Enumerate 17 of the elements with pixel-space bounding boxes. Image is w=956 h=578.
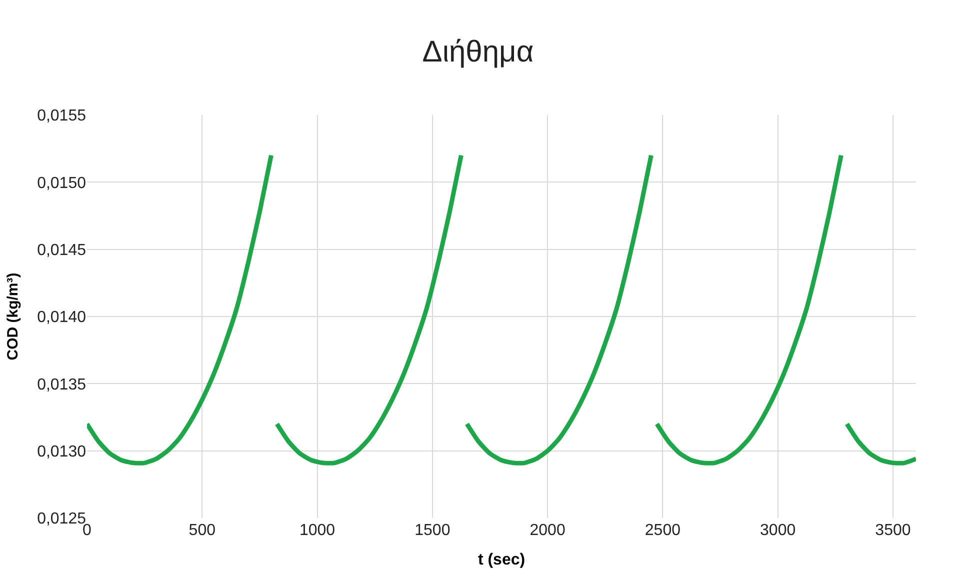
x-axis-title: t (sec) — [478, 552, 526, 569]
y-tick-label: 0,0155 — [37, 108, 86, 125]
x-tick-label: 2500 — [644, 522, 681, 539]
x-tick-label: 2000 — [530, 522, 566, 539]
y-axis-title: COD (kg/m³) — [4, 272, 22, 360]
x-tick-label: 3000 — [760, 522, 796, 539]
y-tick-label: 0,0140 — [37, 309, 86, 326]
x-tick-label: 3500 — [875, 522, 911, 539]
y-tick-label: 0,0130 — [37, 443, 86, 460]
y-tick-label: 0,0150 — [37, 174, 86, 192]
x-tick-label: 500 — [188, 522, 216, 539]
x-tick-label: 0 — [82, 522, 92, 539]
x-tick-label: 1500 — [414, 522, 450, 539]
y-tick-label: 0,0135 — [37, 376, 86, 394]
x-tick-label: 1000 — [299, 522, 336, 539]
y-tick-label: 0,0145 — [37, 242, 86, 259]
chart-title: Διήθημα — [422, 35, 534, 68]
